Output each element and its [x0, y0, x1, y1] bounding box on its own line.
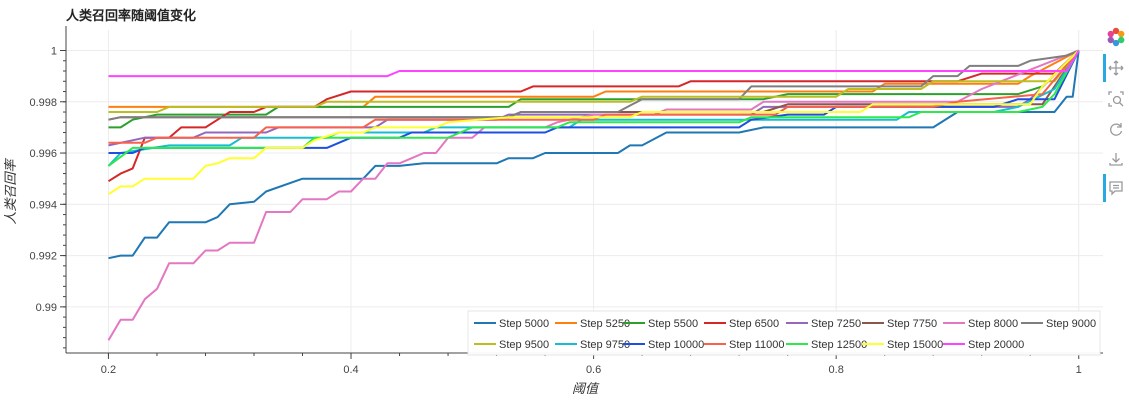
legend-box	[467, 310, 1101, 356]
y-axis-label: 人类召回率	[3, 158, 19, 225]
reset-tool-icon[interactable]	[1103, 116, 1129, 142]
y-tick-label: 0.994	[29, 199, 57, 211]
grid-lines	[66, 30, 1103, 353]
series-layer	[107, 49, 1080, 341]
series-line-step-5500	[108, 49, 1080, 129]
box-zoom-tool-icon[interactable]	[1103, 86, 1129, 112]
legend-label: Step 15000	[887, 339, 943, 351]
series-line-step-12500	[107, 50, 1080, 167]
legend-label: Step 5500	[648, 318, 698, 330]
series-line-step-20000	[108, 49, 1080, 78]
legend-label: Step 5250	[580, 318, 630, 330]
pan-tool-active-indicator	[1103, 54, 1106, 82]
legend-label: Step 6500	[729, 318, 779, 330]
x-tick-label: 0.2	[101, 364, 116, 376]
legend-label: Step 9750	[580, 339, 630, 351]
hover-tool-active-indicator	[1103, 174, 1106, 202]
chart-title: 人类召回率随阈值变化	[66, 8, 196, 24]
legend-label: Step 11000	[729, 339, 784, 351]
hover-tool-icon[interactable]	[1103, 175, 1129, 201]
pan-tool-icon[interactable]	[1103, 55, 1129, 81]
legend-label: Step 9000	[1046, 318, 1096, 330]
legend-label: Step 8000	[968, 318, 1018, 330]
x-axis-label: 阈值	[572, 382, 600, 397]
legend-label: Step 7250	[811, 318, 861, 330]
y-tick-label: 0.998	[29, 97, 57, 109]
legend-label: Step 9500	[499, 339, 549, 351]
legend-label: Step 5000	[499, 318, 549, 330]
series-line-step-15000	[107, 49, 1080, 195]
y-tick-label: 0.992	[29, 251, 57, 263]
series-line-step-5000	[108, 50, 1080, 260]
save-tool-icon[interactable]	[1103, 146, 1129, 172]
y-tick-label: 0.99	[36, 302, 57, 314]
x-tick-label: 0.6	[586, 364, 601, 376]
legend-label: Step 7750	[887, 318, 937, 330]
y-tick-label: 0.996	[29, 148, 57, 160]
series-line-step-9500	[108, 49, 1080, 113]
x-tick-label: 0.4	[343, 364, 358, 376]
bokeh-logo-icon[interactable]	[1103, 24, 1129, 50]
y-tick-label: 1	[51, 46, 57, 58]
series-line-step-9000	[108, 49, 1080, 121]
x-tick-label: 0.8	[829, 364, 844, 376]
legend: Step 5000 Step 5250 Step 5500 Step 6500 Step…	[467, 310, 1101, 356]
x-tick-label: 1	[1076, 364, 1082, 376]
legend-label: Step 10000	[648, 339, 704, 351]
legend-label: Step 12500	[811, 339, 867, 351]
chart-toolbar	[1103, 22, 1129, 222]
legend-label: Step 20000	[968, 339, 1024, 351]
